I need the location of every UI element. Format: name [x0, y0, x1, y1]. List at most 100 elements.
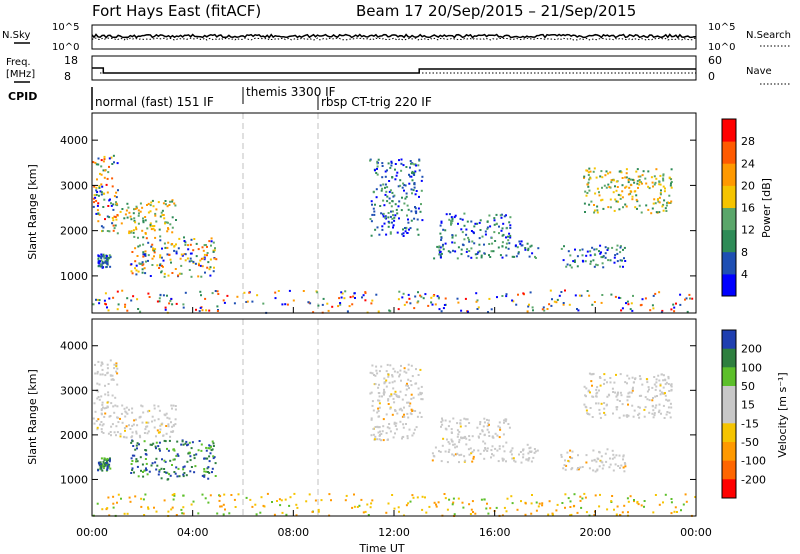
colorbar-segment [722, 404, 736, 424]
scatter-point [410, 219, 413, 222]
scatter-point [404, 230, 407, 233]
scatter-point [139, 202, 142, 205]
scatter-point [666, 399, 669, 402]
scatter-point [439, 246, 442, 249]
scatter-point [166, 253, 169, 256]
scatter-point [292, 299, 295, 302]
scatter-point [625, 176, 628, 179]
scatter-point [212, 442, 215, 445]
scatter-point [633, 500, 635, 503]
scatter-point [631, 309, 634, 312]
scatter-point [402, 232, 405, 235]
scatter-point [441, 444, 444, 447]
scatter-point [94, 196, 97, 199]
scatter-point [662, 203, 665, 206]
scatter-point [150, 443, 153, 446]
scatter-point [383, 377, 386, 380]
colorbar-tick-label: -100 [741, 455, 766, 468]
scatter-point [157, 405, 160, 408]
scatter-point [129, 231, 132, 234]
scatter-point [570, 266, 573, 269]
scatter-point [452, 249, 454, 252]
scatter-point [438, 253, 441, 256]
scatter-point [391, 221, 393, 224]
scatter-point [107, 205, 110, 207]
scatter-point [237, 493, 240, 496]
freq-tick-bottom: 8 [64, 70, 71, 83]
scatter-point [97, 461, 100, 464]
scatter-point [103, 407, 106, 410]
scatter-point [353, 493, 355, 496]
scatter-point [105, 259, 108, 262]
scatter-point [657, 200, 660, 203]
scatter-point [607, 172, 609, 175]
scatter-point [463, 212, 466, 215]
scatter-point [370, 234, 373, 237]
scatter-point [504, 420, 507, 423]
scatter-point [658, 211, 661, 214]
scatter-point [215, 258, 218, 261]
scatter-point [104, 292, 107, 295]
scatter-point [100, 253, 103, 256]
scatter-point [451, 453, 454, 456]
scatter-point [470, 230, 473, 232]
scatter-point [411, 375, 414, 378]
scatter-point [97, 254, 100, 257]
scatter-point [100, 165, 103, 168]
scatter-point [137, 245, 140, 248]
scatter-point [596, 264, 599, 267]
scatter-point [616, 393, 619, 396]
velocity-panel-bg [92, 319, 696, 516]
scatter-point [103, 462, 106, 465]
scatter-point [482, 440, 485, 443]
scatter-point [486, 502, 488, 505]
scatter-point [124, 415, 127, 418]
scatter-point [307, 301, 310, 304]
scatter-point [167, 449, 170, 452]
scatter-point [383, 382, 386, 385]
scatter-point [204, 297, 207, 300]
scatter-point [377, 431, 380, 434]
scatter-point [145, 469, 148, 471]
scatter-point [370, 200, 373, 203]
scatter-point [148, 470, 151, 473]
scatter-point [130, 299, 133, 302]
scatter-point [651, 304, 654, 307]
scatter-point [106, 177, 109, 180]
scatter-point [388, 309, 391, 312]
scatter-point [662, 174, 665, 177]
scatter-point [633, 499, 635, 501]
scatter-point [195, 453, 198, 456]
scatter-point [212, 457, 215, 460]
scatter-point [502, 445, 505, 448]
scatter-point [152, 205, 155, 208]
scatter-point [251, 505, 254, 508]
scatter-point [670, 181, 673, 183]
scatter-point [398, 200, 401, 203]
scatter-point [486, 447, 489, 450]
scatter-point [596, 187, 599, 190]
scatter-point [200, 275, 203, 278]
scatter-point [214, 247, 216, 250]
scatter-point [397, 308, 400, 311]
scatter-point [483, 498, 486, 501]
scatter-point [103, 415, 106, 418]
scatter-point [657, 374, 660, 377]
scatter-point [384, 175, 387, 178]
scatter-point [96, 382, 99, 385]
scatter-point [421, 495, 424, 498]
scatter-point [662, 173, 665, 176]
scatter-point [108, 165, 110, 168]
scatter-point [497, 460, 500, 463]
scatter-point [417, 291, 419, 294]
scatter-point [440, 220, 443, 223]
scatter-point [627, 414, 630, 417]
scatter-point [97, 396, 100, 398]
scatter-point [585, 461, 588, 464]
scatter-point [652, 511, 655, 514]
scatter-point [509, 450, 512, 453]
scatter-point [468, 438, 471, 441]
scatter-point [460, 453, 463, 456]
scatter-point [220, 505, 223, 508]
